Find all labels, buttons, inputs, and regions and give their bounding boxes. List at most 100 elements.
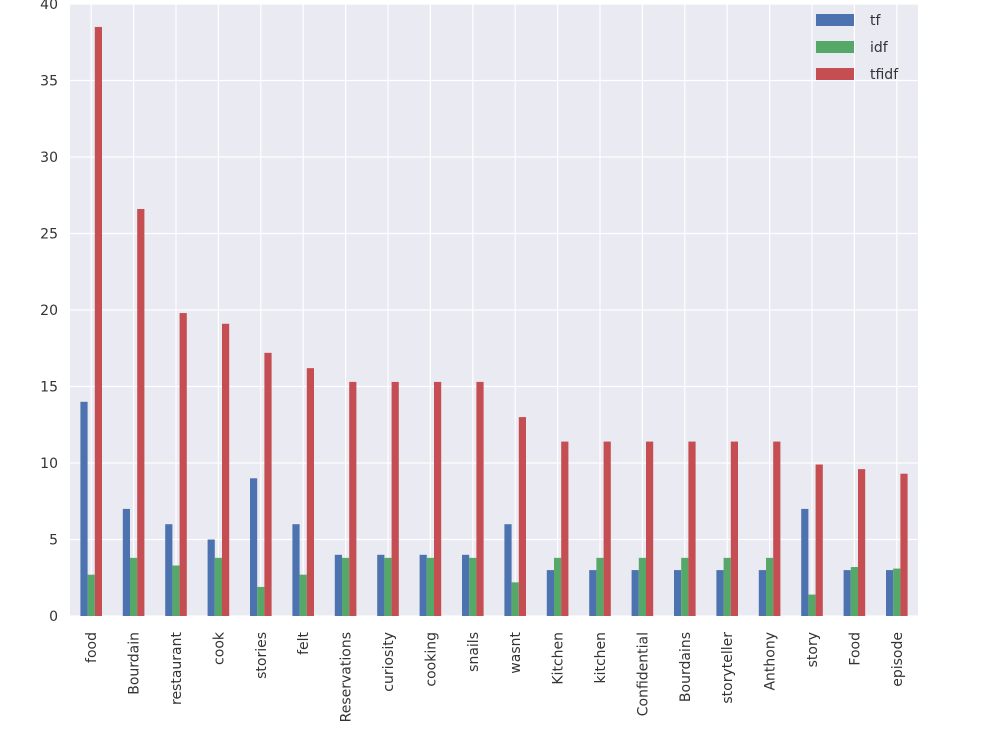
bar-idf-Bourdains: [681, 557, 689, 616]
y-tick-label: 20: [40, 303, 58, 319]
x-tick-label: kitchen: [593, 632, 609, 684]
y-tick-label: 25: [40, 227, 58, 243]
bar-idf-food: [87, 574, 95, 616]
x-tick-label: episode: [890, 632, 906, 687]
bar-tfidf-restaurant: [179, 313, 187, 616]
bar-idf-storyteller: [723, 557, 731, 616]
bar-tf-restaurant: [165, 524, 173, 616]
bar-tf-kitchen: [589, 570, 597, 616]
legend-label-idf: idf: [870, 40, 889, 56]
x-tick-label: restaurant: [169, 631, 185, 705]
y-tick-label: 40: [40, 0, 58, 13]
bar-idf-Kitchen: [554, 557, 562, 616]
bar-tfidf-Food: [858, 469, 866, 616]
bar-tfidf-snails: [476, 381, 484, 616]
bar-tf-cooking: [419, 554, 427, 616]
bar-tf-Reservations: [334, 554, 342, 616]
legend-label-tfidf: tfidf: [870, 67, 899, 83]
bar-tf-curiosity: [377, 554, 385, 616]
x-tick-label: food: [84, 632, 100, 663]
x-tick-label: Anthony: [763, 632, 779, 691]
bar-tf-Bourdain: [122, 508, 130, 616]
y-axis-ticks: 0 5 10 15 20 25 30 35 40: [40, 0, 58, 625]
y-tick-label: 15: [40, 380, 58, 396]
x-tick-label: snails: [466, 632, 482, 672]
bar-tf-cook: [207, 539, 215, 616]
legend-swatch-idf: [816, 41, 854, 53]
bar-tfidf-episode: [900, 473, 908, 616]
bar-tfidf-food: [94, 26, 102, 616]
bar-tfidf-curiosity: [391, 381, 399, 616]
x-tick-label: cook: [211, 631, 227, 665]
bar-idf-felt: [299, 574, 307, 616]
bars: [80, 26, 908, 616]
bar-tf-Kitchen: [546, 570, 554, 616]
bar-tfidf-wasnt: [518, 417, 526, 616]
bar-tf-snails: [462, 554, 470, 616]
bar-tf-food: [80, 401, 88, 616]
y-tick-label: 0: [49, 609, 58, 625]
y-tick-label: 35: [40, 74, 58, 90]
bar-idf-stories: [257, 586, 265, 616]
x-tick-label: cooking: [423, 632, 439, 687]
bar-tf-wasnt: [504, 524, 512, 616]
legend-swatch-tfidf: [816, 68, 854, 80]
bar-tf-episode: [886, 570, 894, 616]
bar-idf-cooking: [426, 557, 434, 616]
x-tick-label: Reservations: [339, 632, 355, 722]
bar-tf-felt: [292, 524, 300, 616]
bar-idf-curiosity: [384, 557, 392, 616]
x-tick-label: wasnt: [508, 631, 524, 673]
x-tick-label: story: [805, 632, 821, 667]
bar-tfidf-stories: [264, 352, 272, 616]
y-tick-label: 30: [40, 150, 58, 166]
bar-idf-Reservations: [342, 557, 350, 616]
bar-tf-storyteller: [716, 570, 724, 616]
bar-idf-restaurant: [172, 565, 180, 616]
bar-tfidf-story: [815, 464, 823, 616]
legend-swatch-tf: [816, 14, 854, 26]
bar-tf-story: [801, 508, 809, 616]
bar-tfidf-cooking: [434, 381, 442, 616]
bar-tfidf-Kitchen: [561, 441, 569, 616]
x-tick-label: Food: [847, 632, 863, 666]
gridlines: [70, 3, 918, 617]
bar-tf-Anthony: [758, 570, 766, 616]
bar-idf-snails: [469, 557, 477, 616]
bar-tfidf-Confidential: [646, 441, 654, 616]
bar-idf-Food: [850, 567, 858, 616]
x-tick-label: Confidential: [635, 632, 651, 716]
bar-idf-Confidential: [638, 557, 646, 616]
bar-tfidf-Bourdain: [137, 209, 145, 616]
bar-idf-wasnt: [511, 582, 519, 616]
bar-tfidf-kitchen: [603, 441, 611, 616]
bar-tfidf-cook: [222, 323, 230, 616]
x-tick-label: Kitchen: [551, 632, 567, 685]
bar-tfidf-Anthony: [773, 441, 781, 616]
x-tick-label: storyteller: [720, 632, 736, 704]
bar-tf-Bourdains: [674, 570, 682, 616]
bar-tf-Confidential: [631, 570, 639, 616]
bar-tfidf-Reservations: [349, 381, 357, 616]
bar-tf-Food: [843, 570, 851, 616]
y-tick-label: 10: [40, 456, 58, 472]
bar-idf-kitchen: [596, 557, 604, 616]
y-tick-label: 5: [49, 533, 58, 549]
bar-tfidf-felt: [306, 368, 314, 616]
x-tick-label: stories: [254, 632, 270, 679]
bar-tfidf-Bourdains: [688, 441, 696, 616]
x-tick-label: felt: [296, 631, 312, 654]
bar-tf-stories: [250, 478, 258, 616]
bar-idf-story: [808, 594, 816, 616]
x-tick-label: curiosity: [381, 632, 397, 692]
bar-tfidf-storyteller: [730, 441, 738, 616]
bar-idf-cook: [214, 557, 222, 616]
bar-idf-Bourdain: [130, 557, 138, 616]
legend-label-tf: tf: [870, 13, 881, 29]
bar-idf-Anthony: [766, 557, 774, 616]
x-tick-label: Bourdains: [678, 632, 694, 702]
x-tick-label: Bourdain: [127, 632, 143, 695]
bar-idf-episode: [893, 568, 901, 616]
